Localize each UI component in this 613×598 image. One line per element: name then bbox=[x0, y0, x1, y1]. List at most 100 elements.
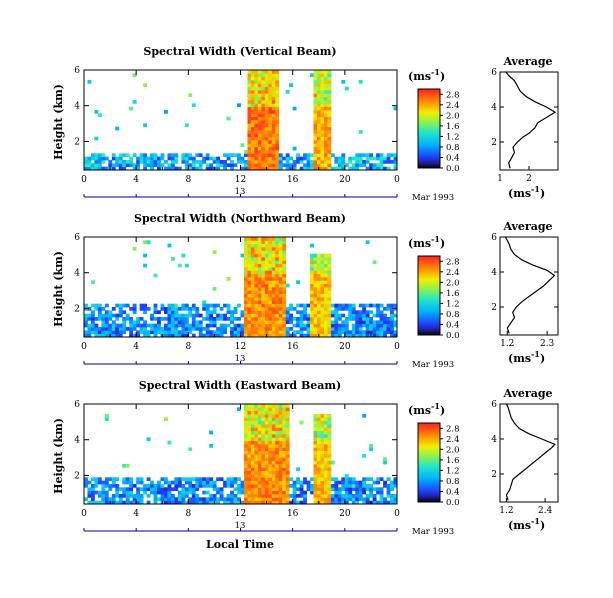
heatmap-cell bbox=[351, 163, 356, 168]
heatmap-cell bbox=[243, 420, 248, 425]
heatmap-cell bbox=[111, 327, 116, 331]
heatmap-cell bbox=[261, 96, 266, 101]
heatmap-cell bbox=[108, 327, 113, 331]
heatmap-cell bbox=[278, 267, 283, 271]
heatmap-cell bbox=[153, 487, 158, 492]
heatmap-cell bbox=[323, 303, 328, 308]
heatmap-cell bbox=[313, 497, 318, 502]
heatmap-cell bbox=[257, 243, 262, 248]
heatmap-cell bbox=[327, 500, 332, 504]
heatmap-cell bbox=[181, 484, 186, 488]
heatmap-cell bbox=[150, 163, 154, 168]
heatmap-cell bbox=[153, 330, 158, 335]
heatmap-cell bbox=[184, 313, 189, 318]
heatmap-cell bbox=[275, 460, 280, 465]
heatmap-cell bbox=[341, 487, 346, 492]
heatmap-cell bbox=[247, 257, 252, 261]
heatmap-cell bbox=[94, 307, 99, 311]
colorbar-tick-label: 0.8 bbox=[446, 477, 460, 487]
heatmap-cell bbox=[101, 320, 106, 325]
heatmap-cell bbox=[386, 317, 391, 321]
heatmap-cell bbox=[341, 160, 346, 164]
heatmap-cell bbox=[327, 163, 332, 168]
heatmap-cell bbox=[104, 333, 109, 337]
heatmap-cell bbox=[261, 427, 266, 432]
heatmap-cell bbox=[118, 313, 123, 318]
heatmap-cell bbox=[386, 490, 391, 495]
heatmap-cell bbox=[271, 457, 276, 462]
heatmap-cell bbox=[327, 444, 332, 448]
heatmap-cell bbox=[250, 166, 255, 170]
heatmap-cell bbox=[254, 113, 259, 118]
heatmap-cell bbox=[101, 160, 106, 164]
heatmap-cell bbox=[327, 267, 332, 271]
heatmap-cell bbox=[320, 93, 325, 98]
heatmap-cell bbox=[268, 464, 273, 468]
heatmap-cell bbox=[261, 116, 266, 121]
heatmap-cell bbox=[264, 123, 269, 128]
heatmap-cell bbox=[188, 490, 193, 495]
heatmap-cell bbox=[118, 166, 123, 170]
heatmap-cell bbox=[313, 450, 318, 455]
heatmap-cell bbox=[261, 113, 266, 118]
heatmap-cell bbox=[320, 303, 325, 308]
heatmap-cell bbox=[355, 156, 360, 161]
heatmap-cell bbox=[327, 437, 332, 442]
heatmap-cell bbox=[94, 110, 99, 114]
heatmap-cell bbox=[122, 166, 127, 170]
heatmap-cell bbox=[104, 156, 109, 161]
heatmap-cell bbox=[243, 434, 248, 438]
heatmap-cell bbox=[174, 323, 179, 328]
heatmap-cell bbox=[174, 153, 179, 158]
heatmap-cell bbox=[205, 333, 210, 337]
heatmap-cell bbox=[317, 253, 321, 258]
heatmap-cell bbox=[118, 500, 123, 504]
heatmap-cell bbox=[174, 500, 179, 504]
heatmap-cell bbox=[317, 83, 321, 88]
heatmap-cell bbox=[257, 427, 262, 432]
heatmap-cell bbox=[198, 153, 203, 158]
heatmap-cell bbox=[243, 163, 248, 168]
heatmap-cell bbox=[323, 86, 328, 91]
heatmap-cell bbox=[226, 480, 231, 485]
heatmap-cell bbox=[195, 320, 200, 325]
heatmap-cell bbox=[209, 494, 214, 498]
heatmap-cell bbox=[303, 500, 307, 504]
colorbar-tick-label: 1.2 bbox=[446, 466, 460, 476]
heatmap-cell bbox=[327, 333, 332, 337]
heatmap-cell bbox=[160, 490, 165, 495]
heatmap-cell bbox=[97, 313, 102, 318]
heatmap-cell bbox=[320, 474, 325, 478]
heatmap-cell bbox=[167, 310, 172, 315]
heatmap-cell bbox=[257, 333, 262, 337]
heatmap-cell bbox=[226, 494, 231, 498]
heatmap-cell bbox=[296, 317, 301, 321]
heatmap-cell bbox=[122, 464, 127, 468]
colorbar-gradient bbox=[417, 88, 441, 169]
heatmap-cell bbox=[313, 106, 318, 111]
heatmap-cell bbox=[275, 434, 280, 438]
heatmap-cell bbox=[108, 323, 113, 328]
heatmap-cell bbox=[386, 484, 391, 488]
heatmap-cell bbox=[268, 146, 273, 151]
heatmap-cell bbox=[323, 333, 328, 337]
heatmap-cell bbox=[275, 126, 280, 131]
heatmap-cell bbox=[278, 323, 283, 328]
heatmap-cell bbox=[327, 83, 332, 88]
heatmap-cell bbox=[216, 166, 221, 170]
heatmap-cell bbox=[313, 90, 318, 94]
heatmap-cell bbox=[323, 253, 328, 258]
colorbar-tick-label: 0.0 bbox=[446, 498, 460, 508]
heatmap-cell bbox=[278, 444, 283, 448]
heatmap-cell bbox=[383, 497, 387, 502]
heatmap-cell bbox=[296, 467, 301, 472]
heatmap-cell bbox=[261, 420, 266, 425]
heatmap-cell bbox=[261, 477, 266, 482]
heatmap-cell bbox=[243, 250, 248, 255]
heatmap-cell bbox=[132, 100, 137, 104]
heatmap-cell bbox=[195, 160, 200, 164]
heatmap-cell bbox=[247, 166, 252, 170]
heatmap-cell bbox=[268, 444, 273, 448]
heatmap-cell bbox=[195, 313, 200, 318]
